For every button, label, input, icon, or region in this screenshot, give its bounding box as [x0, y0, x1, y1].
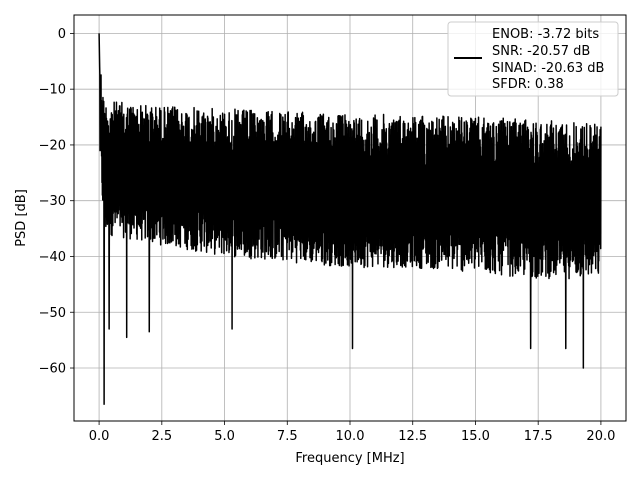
legend-entry-snr: SNR: -20.57 dB — [492, 44, 590, 59]
x-tick-label: 20.0 — [586, 429, 615, 444]
x-tick-label: 17.5 — [524, 429, 553, 444]
x-tick-label: 12.5 — [398, 429, 427, 444]
legend-entry-sinad: SINAD: -20.63 dB — [492, 61, 604, 76]
legend: ENOB: -3.72 bits SNR: -20.57 dB SINAD: -… — [447, 21, 619, 97]
y-axis-ticks: 0 −10 −20 −30 −40 −50 −60 — [39, 27, 74, 377]
psd-series-line — [98, 33, 602, 406]
x-tick-label: 15.0 — [461, 429, 490, 444]
x-tick-label: 2.5 — [151, 429, 172, 444]
y-tick-label: −50 — [39, 306, 66, 321]
plot-area — [98, 33, 602, 406]
y-tick-label: −30 — [39, 194, 66, 209]
legend-entry-enob: ENOB: -3.72 bits — [492, 27, 599, 42]
y-tick-label: −20 — [39, 138, 66, 153]
y-tick-label: −10 — [39, 83, 66, 98]
y-tick-label: −60 — [39, 362, 66, 377]
y-tick-label: 0 — [58, 27, 66, 42]
y-axis-label: PSD [dB] — [14, 189, 29, 247]
x-tick-label: 5.0 — [214, 429, 235, 444]
x-axis-label: Frequency [MHz] — [295, 451, 404, 466]
legend-box — [447, 21, 619, 97]
x-tick-label: 0.0 — [89, 429, 110, 444]
series-layer — [98, 33, 602, 406]
y-tick-label: −40 — [39, 250, 66, 265]
x-axis-ticks: 0.0 2.5 5.0 7.5 10.0 12.5 15.0 17.5 20.0 — [89, 421, 615, 444]
legend-entry-sfdr: SFDR: 0.38 — [492, 77, 564, 92]
x-tick-label: 7.5 — [277, 429, 298, 444]
x-tick-label: 10.0 — [336, 429, 365, 444]
